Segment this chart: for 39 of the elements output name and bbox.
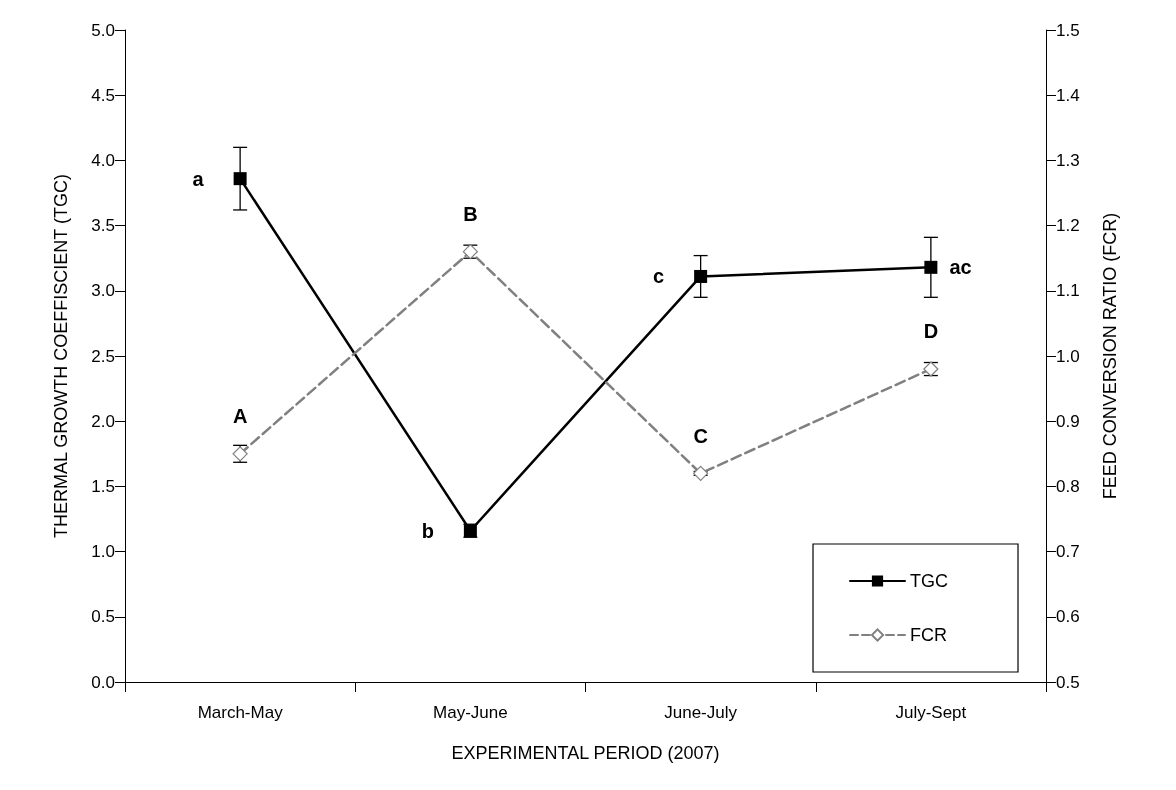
y-tick-label: 2.0 [91,411,115,431]
y-tick-label: 1.5 [91,476,115,496]
x-axis-title: EXPERIMENTAL PERIOD (2007) [451,743,720,763]
data-label: b [421,519,434,542]
y-tick-label: 0.5 [91,607,115,627]
data-label: a [192,167,205,190]
legend-label: TGC [910,571,948,591]
y2-axis-title: FEED CONVERSION RATIO (FCR) [1100,212,1120,500]
y2-tick-label: 1.3 [1056,150,1080,170]
y-tick-label: 5.0 [91,20,115,40]
y2-tick-label: 1.1 [1056,281,1080,301]
y-tick-label: 1.0 [91,542,115,562]
y2-tick-label: 1.2 [1056,216,1080,236]
y2-tick-label: 0.6 [1056,607,1080,627]
y-tick-label: 3.0 [91,281,115,301]
legend-label: FCR [910,625,947,645]
x-tick-label: June-July [664,703,738,722]
x-tick-label: May-June [433,703,508,722]
data-label: C [693,424,708,447]
y2-tick-label: 1.4 [1056,85,1080,105]
y-tick-label: 3.5 [91,216,115,236]
y-tick-label: 4.5 [91,85,115,105]
y2-tick-label: 0.7 [1056,542,1080,562]
y-tick-label: 4.0 [91,150,115,170]
y2-tick-label: 1.0 [1056,346,1080,366]
y2-tick-label: 0.9 [1056,411,1080,431]
y-axis-title: THERMAL GROWTH COEFFISCIENT (TGC) [51,174,71,538]
data-label: ac [949,256,972,279]
y-tick-label: 2.5 [91,346,115,366]
data-label: A [232,405,248,428]
data-label: D [923,320,939,343]
data-label: B [463,203,478,226]
y2-tick-label: 0.8 [1056,476,1080,496]
x-tick-label: July-Sept [895,703,967,722]
y-tick-label: 0.0 [91,672,115,692]
y2-tick-label: 1.5 [1056,20,1080,40]
data-label: c [653,265,665,288]
y2-tick-label: 0.5 [1056,672,1080,692]
x-tick-label: March-May [197,703,284,722]
